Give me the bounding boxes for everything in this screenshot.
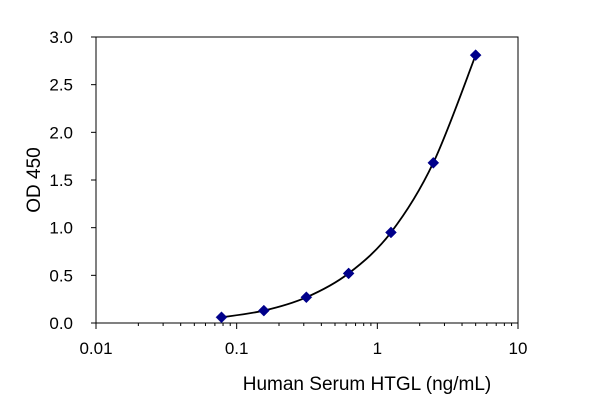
x-tick-labels: 0.01 0.1 1 10 <box>79 339 527 358</box>
data-point <box>469 49 482 61</box>
y-tick-label: 2.5 <box>49 76 73 95</box>
y-tick-label: 2.0 <box>49 123 73 142</box>
data-point <box>427 156 440 169</box>
data-markers <box>215 49 482 324</box>
y-tick-labels: 0.0 0.5 1.0 1.5 2.0 2.5 3.0 <box>49 28 73 333</box>
data-point <box>385 226 397 239</box>
x-minor-ticks <box>137 323 513 326</box>
x-axis-label: Human Serum HTGL (ng/mL) <box>243 374 491 395</box>
y-axis-ticks <box>91 36 96 324</box>
x-tick-label: 1 <box>373 339 382 358</box>
y-tick-label: 3.0 <box>49 28 73 47</box>
y-tick-label: 1.0 <box>49 219 73 238</box>
data-point <box>342 267 355 280</box>
y-tick-label: 1.5 <box>49 171 73 190</box>
x-tick-label: 0.1 <box>225 339 249 358</box>
y-axis-label: OD 450 <box>24 147 45 212</box>
data-point <box>300 291 313 304</box>
data-point <box>215 311 228 324</box>
y-tick-label: 0.5 <box>49 266 73 285</box>
x-tick-label: 0.01 <box>79 339 112 358</box>
x-tick-label: 10 <box>509 339 528 358</box>
y-tick-label: 0.0 <box>49 314 73 333</box>
plot-frame <box>95 36 519 324</box>
data-point <box>257 304 270 317</box>
x-major-ticks <box>95 323 519 329</box>
